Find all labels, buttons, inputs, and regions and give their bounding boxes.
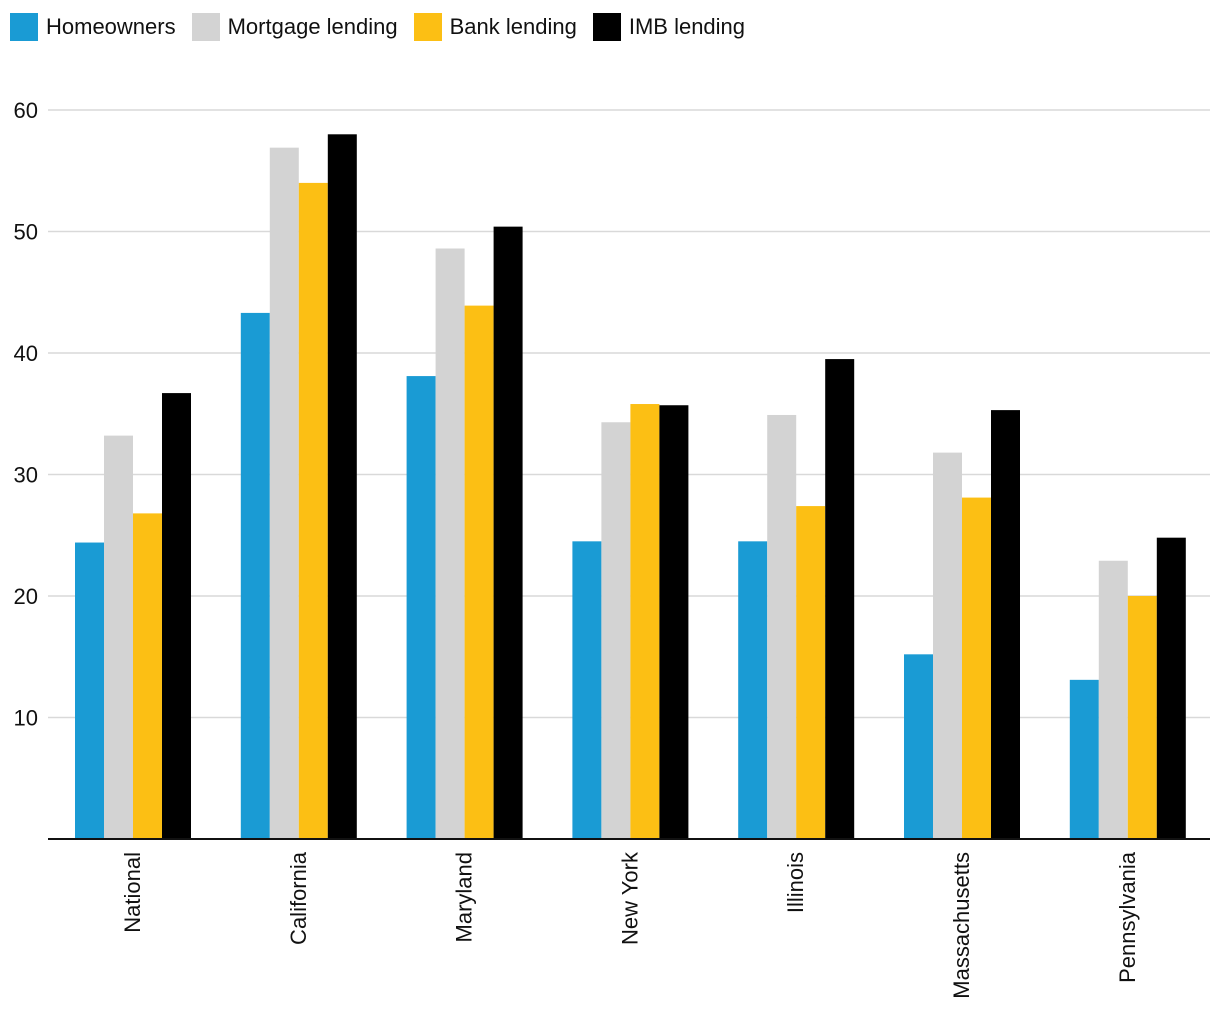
bar-national-mortgage-lending xyxy=(104,435,133,839)
bar-maryland-imb-lending xyxy=(493,226,523,839)
bar-california-homeowners xyxy=(240,312,270,839)
bar-pennsylvania-bank-lending xyxy=(1127,596,1157,839)
bar-california-bank-lending xyxy=(298,182,328,839)
x-tick-label-massachusetts: Massachusetts xyxy=(949,852,974,999)
y-axis-ticks: 10 20 30 40 50 60 xyxy=(14,98,38,731)
bar-illinois-mortgage-lending xyxy=(767,414,797,839)
bar-illinois-homeowners xyxy=(738,541,768,839)
y-tick-label-50: 50 xyxy=(14,220,38,245)
legend-label-mortgage-lending: Mortgage lending xyxy=(227,14,398,39)
bar-national-bank-lending xyxy=(133,513,162,839)
y-tick-label-30: 30 xyxy=(14,463,38,488)
bar-massachusetts-mortgage-lending xyxy=(933,452,962,839)
bar-maryland-mortgage-lending xyxy=(435,248,465,839)
x-tick-label-maryland: Maryland xyxy=(452,852,477,942)
bar-national-imb-lending xyxy=(162,393,191,839)
legend-swatch-homeowners xyxy=(10,13,38,41)
x-tick-label-new-york: New York xyxy=(617,851,642,945)
chart-legend: Homeowners Mortgage lending Bank lending… xyxy=(10,12,745,42)
x-tick-label-national: National xyxy=(120,852,145,933)
x-tick-label-california: California xyxy=(286,851,311,945)
bar-pennsylvania-imb-lending xyxy=(1156,537,1186,839)
y-tick-label-10: 10 xyxy=(14,706,38,731)
bar-california-mortgage-lending xyxy=(269,147,299,839)
bar-illinois-imb-lending xyxy=(825,359,855,839)
bar-new-york-homeowners xyxy=(572,541,602,839)
legend-item-bank-lending: Bank lending xyxy=(413,13,577,41)
legend-item-imb-lending: IMB lending xyxy=(592,13,746,41)
bar-massachusetts-bank-lending xyxy=(962,497,991,839)
legend-label-bank-lending: Bank lending xyxy=(449,14,577,39)
x-tick-label-pennsylvania: Pennsylvania xyxy=(1115,851,1140,983)
bar-pennsylvania-mortgage-lending xyxy=(1098,560,1128,839)
bar-massachusetts-imb-lending xyxy=(991,410,1020,839)
legend-label-imb-lending: IMB lending xyxy=(628,14,746,39)
y-tick-label-40: 40 xyxy=(14,341,38,366)
bar-new-york-bank-lending xyxy=(630,404,660,839)
legend-item-homeowners: Homeowners xyxy=(10,13,176,41)
legend-swatch-mortgage-lending xyxy=(191,13,220,41)
legend-label-homeowners: Homeowners xyxy=(46,14,176,39)
bars xyxy=(75,134,1186,840)
y-tick-label-20: 20 xyxy=(14,584,38,609)
bar-california-imb-lending xyxy=(327,134,357,840)
legend-swatch-imb-lending xyxy=(592,13,621,41)
y-tick-label-60: 60 xyxy=(14,98,38,123)
bar-massachusetts-homeowners xyxy=(904,654,933,839)
legend-swatch-bank-lending xyxy=(413,13,442,41)
bar-maryland-homeowners xyxy=(406,376,436,839)
bar-illinois-bank-lending xyxy=(796,506,826,839)
bar-maryland-bank-lending xyxy=(464,305,494,839)
legend-item-mortgage-lending: Mortgage lending xyxy=(191,13,398,41)
bar-national-homeowners xyxy=(75,542,104,839)
bar-pennsylvania-homeowners xyxy=(1069,679,1099,839)
x-axis-ticks: National California Maryland New York Illino… xyxy=(120,851,1140,999)
bar-new-york-imb-lending xyxy=(659,405,689,839)
bar-new-york-mortgage-lending xyxy=(601,422,631,839)
x-tick-label-illinois: Illinois xyxy=(783,852,808,913)
